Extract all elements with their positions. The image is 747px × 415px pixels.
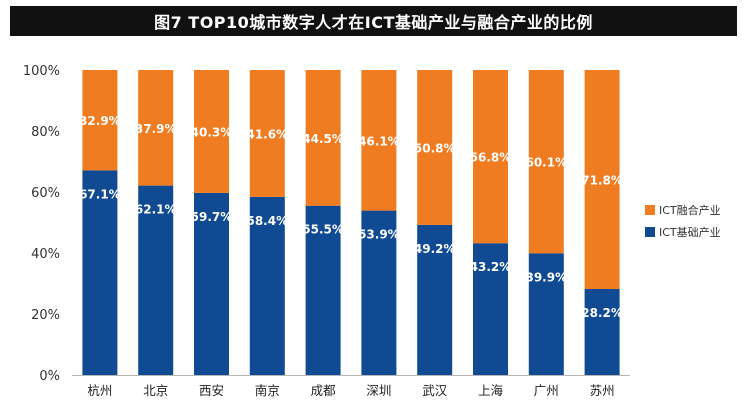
x-tick-label: 武汉 (422, 383, 448, 398)
x-tick-label: 深圳 (366, 383, 391, 398)
data-label-ict-base: 67.1% (79, 187, 121, 201)
data-label-ict-fusion: 50.8% (414, 141, 456, 155)
y-tick-label: 60% (31, 186, 60, 201)
bar-ict-base (417, 224, 453, 375)
data-label-ict-base: 59.7% (191, 210, 233, 224)
legend-swatch (645, 227, 655, 237)
data-label-ict-fusion: 41.6% (246, 127, 288, 141)
axes: 0% 20% 40% 60% 80% 100% 杭州 北京 西安 南京 成都 深圳 武汉 上海 广州 苏州 (23, 64, 630, 398)
bar-ict-fusion (584, 70, 620, 289)
x-tick-label: 上海 (478, 383, 504, 398)
data-label-ict-base: 43.2% (470, 260, 512, 274)
data-label-ict-base: 39.9% (525, 270, 567, 284)
y-tick-label: 100% (23, 64, 60, 79)
bars (82, 70, 620, 375)
bar-ict-fusion (473, 70, 508, 244)
y-tick-label: 80% (31, 125, 60, 140)
bar-ict-base (82, 170, 118, 375)
data-label-ict-base: 58.4% (246, 214, 288, 228)
bar-ict-fusion (528, 70, 564, 254)
x-tick-label: 广州 (534, 383, 559, 398)
data-label-ict-fusion: 71.8% (581, 173, 623, 187)
bar-ict-base (194, 192, 229, 375)
legend-label: ICT融合产业 (659, 203, 721, 217)
bar-ict-fusion (138, 70, 174, 186)
x-tick-label: 成都 (311, 383, 337, 398)
legend-label: ICT基础产业 (659, 225, 721, 239)
bar-ict-fusion (361, 70, 397, 211)
x-tick-label: 苏州 (590, 383, 615, 398)
bar-ict-fusion (194, 70, 229, 193)
data-label-ict-base: 62.1% (135, 203, 177, 217)
data-label-ict-base: 53.9% (358, 228, 400, 242)
data-label-ict-base: 28.2% (581, 306, 623, 320)
bar-ict-base (138, 185, 174, 375)
bar-ict-base (528, 253, 564, 375)
data-label-ict-fusion: 46.1% (358, 134, 400, 148)
bar-ict-base (305, 205, 341, 375)
data-label-ict-fusion: 40.3% (191, 125, 233, 139)
bar-ict-base (361, 210, 397, 375)
y-tick-label: 0% (39, 369, 60, 384)
bar-ict-base (249, 196, 285, 375)
data-label-ict-base: 49.2% (414, 242, 456, 256)
bar-ict-fusion (249, 70, 285, 197)
x-tick-label: 杭州 (87, 383, 112, 398)
chart-title: 图7 TOP10城市数字人才在ICT基础产业与融合产业的比例 (10, 6, 737, 36)
x-tick-label: 西安 (199, 383, 224, 398)
y-tick-label: 20% (31, 308, 60, 323)
data-label-ict-fusion: 32.9% (79, 114, 121, 128)
bar-ict-fusion (305, 70, 341, 206)
data-label-ict-fusion: 44.5% (302, 132, 344, 146)
x-tick-label: 南京 (255, 383, 280, 398)
bar-ict-base (584, 288, 620, 375)
legend: ICT融合产业 ICT基础产业 (645, 203, 721, 239)
data-label-ict-fusion: 37.9% (135, 122, 177, 136)
data-labels: 67.1% 32.9% 62.1% 37.9% 59.7% 40.3% 58.4% 41.6%… (79, 114, 623, 320)
data-label-ict-fusion: 56.8% (470, 151, 512, 165)
legend-swatch (645, 205, 655, 215)
bar-ict-fusion (417, 70, 453, 225)
y-tick-label: 40% (31, 247, 60, 262)
bar-ict-base (473, 243, 508, 375)
bar-ict-fusion (82, 70, 118, 171)
data-label-ict-fusion: 60.1% (525, 156, 567, 170)
x-tick-label: 北京 (143, 383, 168, 398)
data-label-ict-base: 55.5% (302, 223, 344, 237)
